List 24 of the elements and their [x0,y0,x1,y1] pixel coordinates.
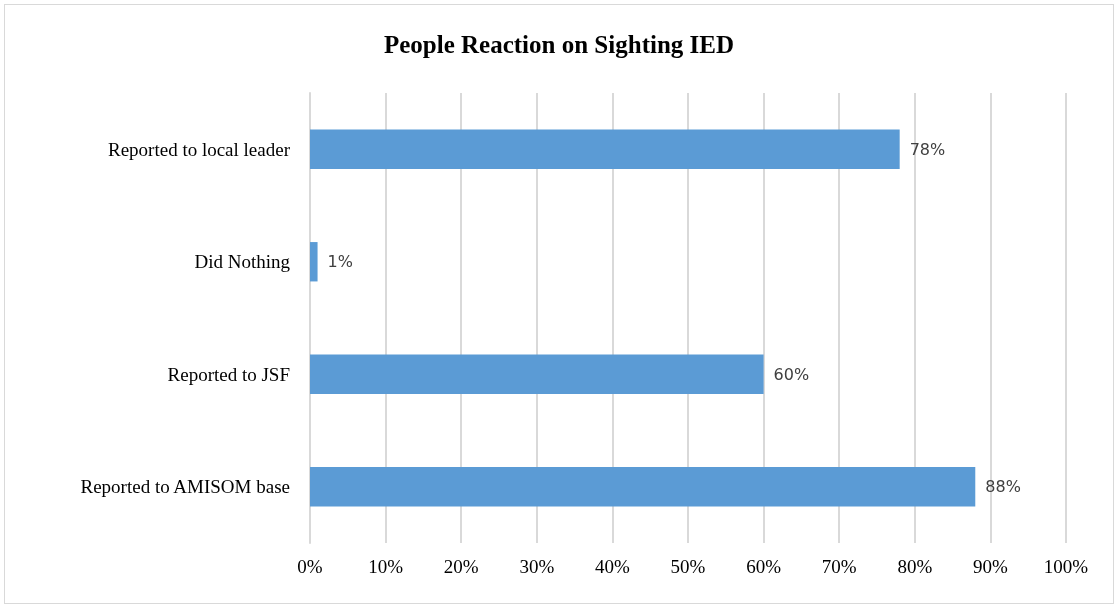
x-tick-label: 80% [897,556,933,577]
data-label: 1% [327,252,353,272]
y-tick-label: Did Nothing [194,251,291,273]
bar [310,354,764,394]
x-tick-label: 100% [1043,556,1089,577]
x-tick-label: 10% [368,556,404,577]
bar [310,467,976,507]
x-tick-label: 50% [670,556,706,577]
x-tick-label: 0% [297,556,323,577]
y-tick-label: Reported to AMISOM base [80,476,290,498]
y-tick-label: Reported to JSF [167,363,290,385]
chart-title: People Reaction on Sighting IED [383,31,735,58]
x-tick-label: 30% [519,556,555,577]
x-tick-label: 40% [594,556,630,577]
data-label: 60% [773,364,810,384]
bar [310,129,900,169]
y-tick-label: Reported to local leader [107,138,291,160]
x-tick-label: 20% [443,556,479,577]
x-tick-label: 70% [821,556,857,577]
x-tick-label: 60% [746,556,782,577]
data-label: 78% [909,139,946,159]
bar [310,242,318,282]
data-label: 88% [985,477,1021,497]
x-tick-label: 90% [972,556,1008,577]
